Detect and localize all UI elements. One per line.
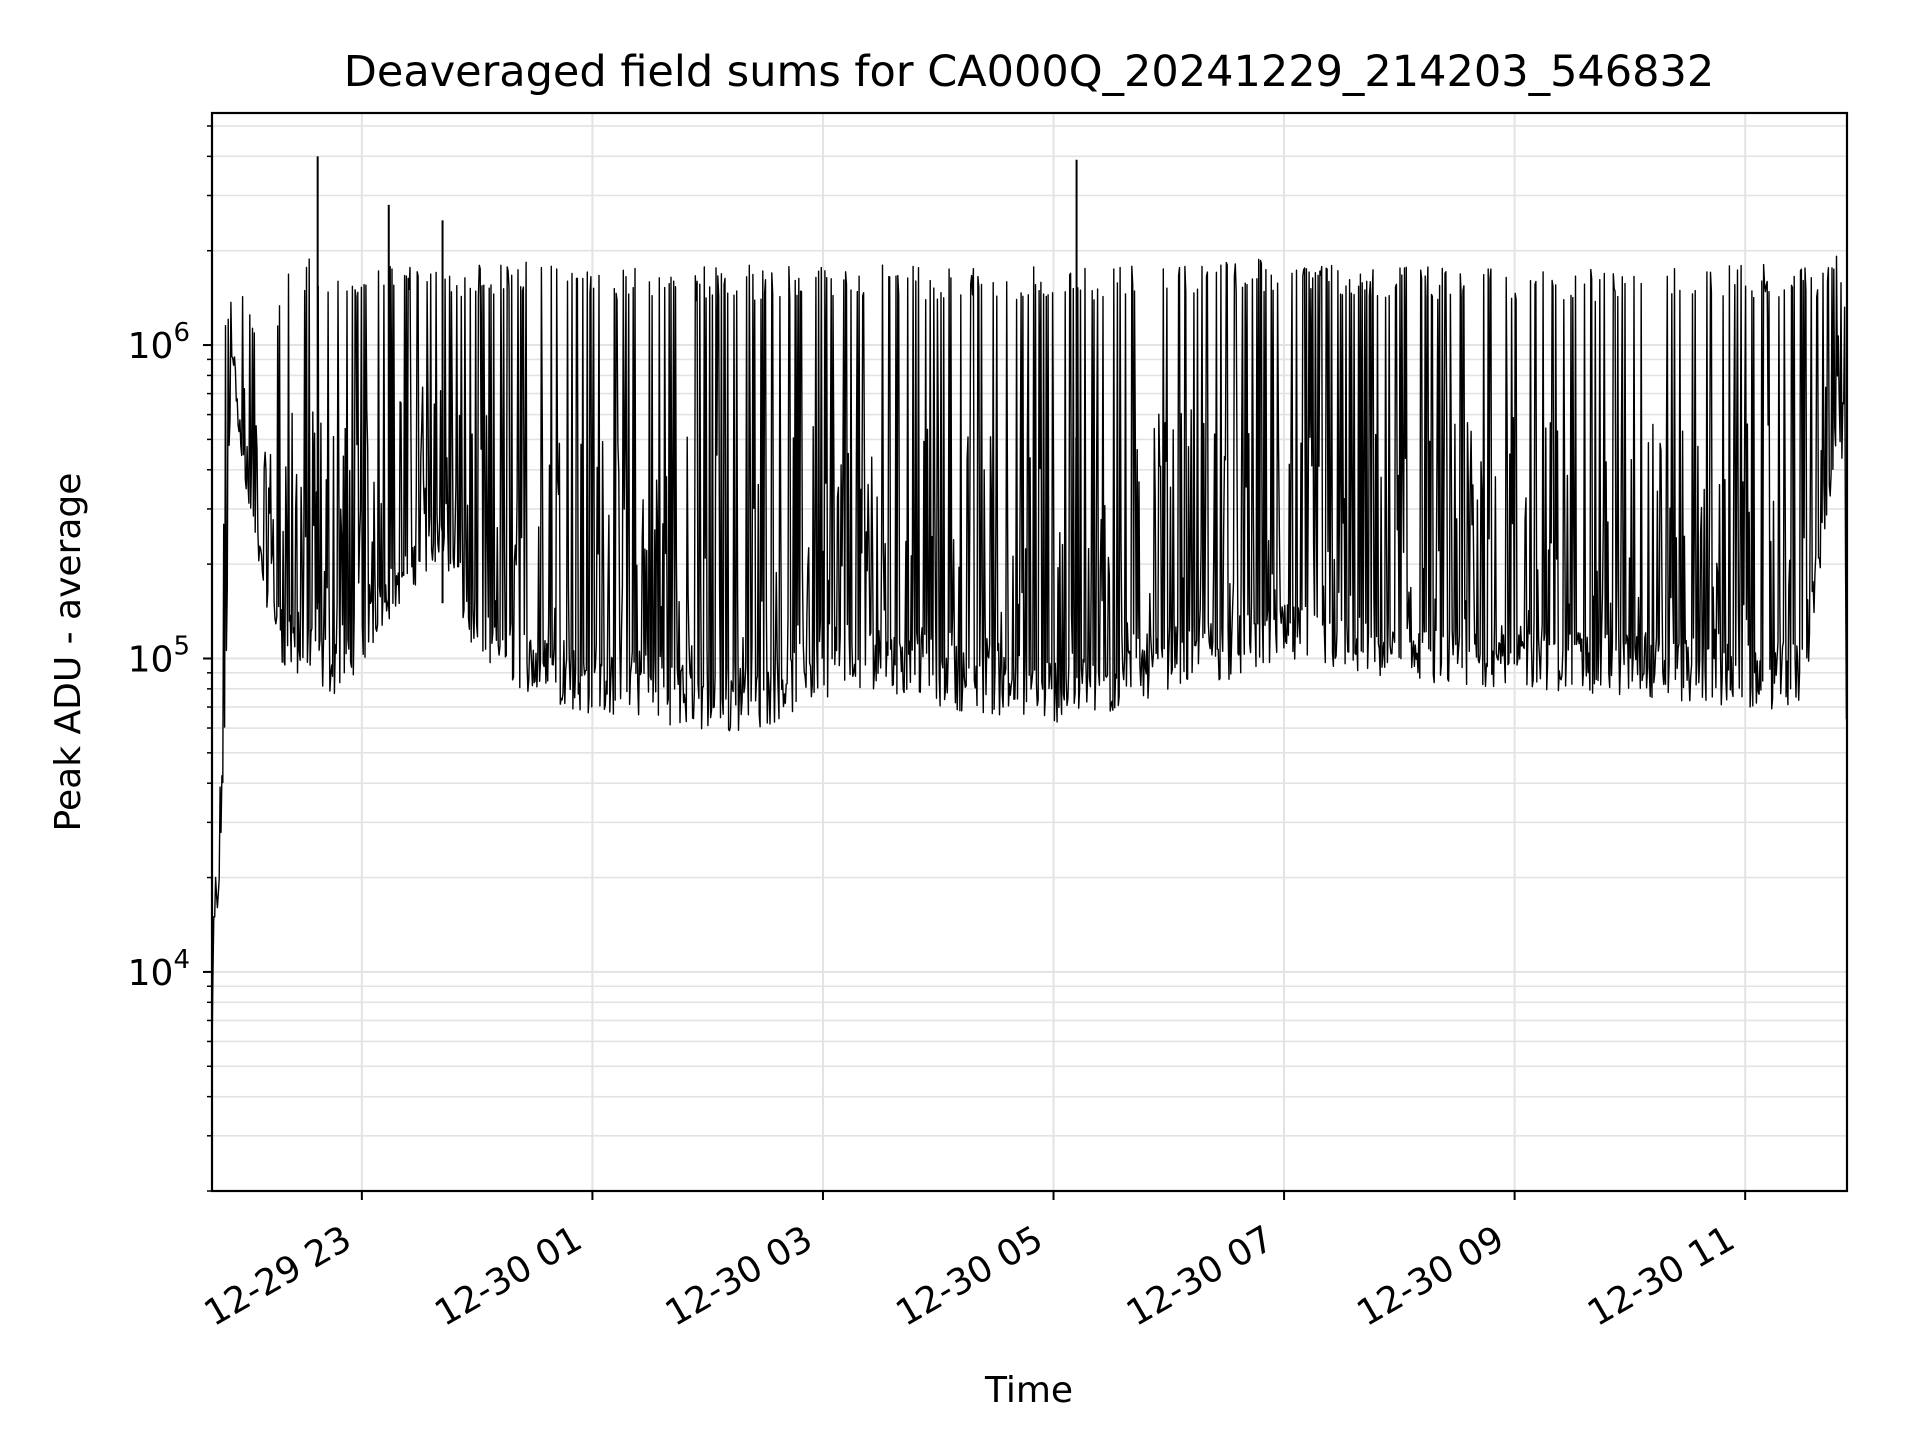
y-tick-label: 104 <box>128 945 190 994</box>
series-layer <box>212 156 1847 1056</box>
plot-frame <box>210 111 1849 1193</box>
chart-title: Deaveraged field sums for CA000Q_2024122… <box>344 47 1714 97</box>
y-tick-exponent: 6 <box>173 318 190 348</box>
y-tick-base: 10 <box>128 326 174 367</box>
series-line <box>212 255 1847 1056</box>
x-axis-label: Time <box>984 1370 1073 1411</box>
y-tick-base: 10 <box>128 953 174 994</box>
y-tick-exponent: 4 <box>173 945 190 975</box>
y-tick-label: 105 <box>128 631 190 680</box>
y-axis-label: Peak ADU - average <box>48 473 89 832</box>
y-tick-base: 10 <box>128 639 174 680</box>
y-tick-exponent: 5 <box>173 631 190 661</box>
y-tick-label: 106 <box>128 318 190 367</box>
